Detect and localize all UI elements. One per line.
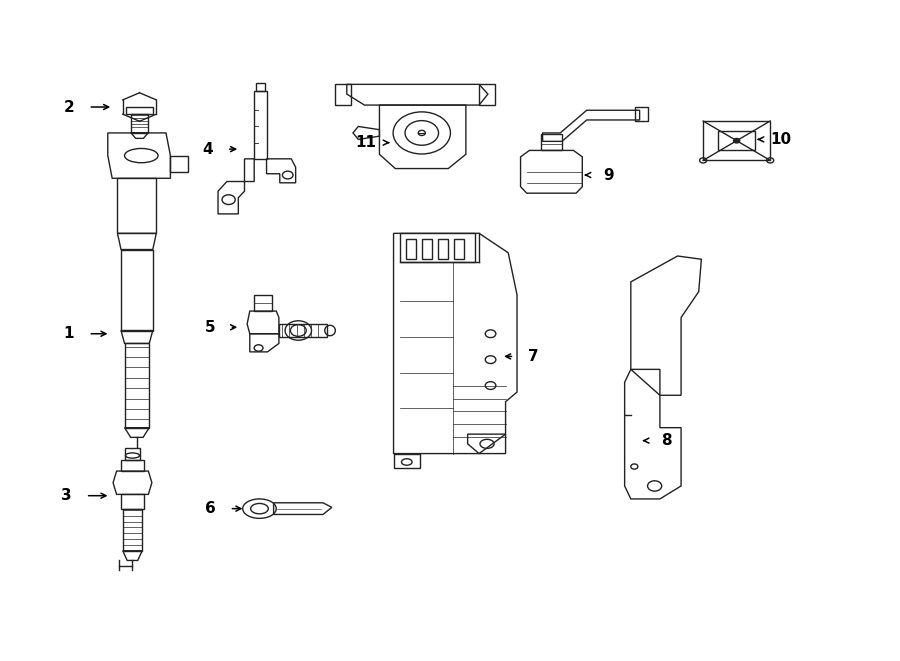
Text: 11: 11 (356, 135, 377, 150)
Text: 10: 10 (770, 132, 791, 147)
Bar (121, 494, 144, 509)
Bar (254, 91, 266, 159)
Bar (256, 83, 265, 91)
Bar (454, 239, 464, 259)
Bar (126, 107, 153, 114)
Text: 5: 5 (205, 320, 215, 334)
Bar (479, 85, 495, 105)
Bar (118, 178, 157, 233)
Bar (406, 239, 417, 259)
Bar (393, 453, 420, 468)
Bar (124, 344, 149, 428)
Text: 2: 2 (64, 100, 75, 114)
Text: 1: 1 (64, 327, 74, 341)
Text: 6: 6 (204, 501, 215, 516)
Text: 9: 9 (603, 167, 614, 182)
Bar (703, 121, 770, 161)
Bar (130, 114, 148, 133)
Ellipse shape (734, 138, 740, 143)
Bar (437, 239, 448, 259)
Bar (400, 233, 474, 262)
Bar (718, 132, 755, 150)
Text: 8: 8 (661, 433, 671, 448)
Bar (422, 239, 432, 259)
Bar (635, 107, 648, 121)
Bar (541, 134, 562, 151)
Bar (121, 460, 144, 471)
Bar (124, 448, 140, 460)
Text: 4: 4 (202, 141, 212, 157)
Bar (121, 250, 153, 330)
Text: 3: 3 (61, 488, 72, 503)
Text: 7: 7 (528, 349, 539, 364)
Bar (254, 295, 272, 311)
Bar (122, 509, 142, 551)
Bar (336, 85, 351, 105)
